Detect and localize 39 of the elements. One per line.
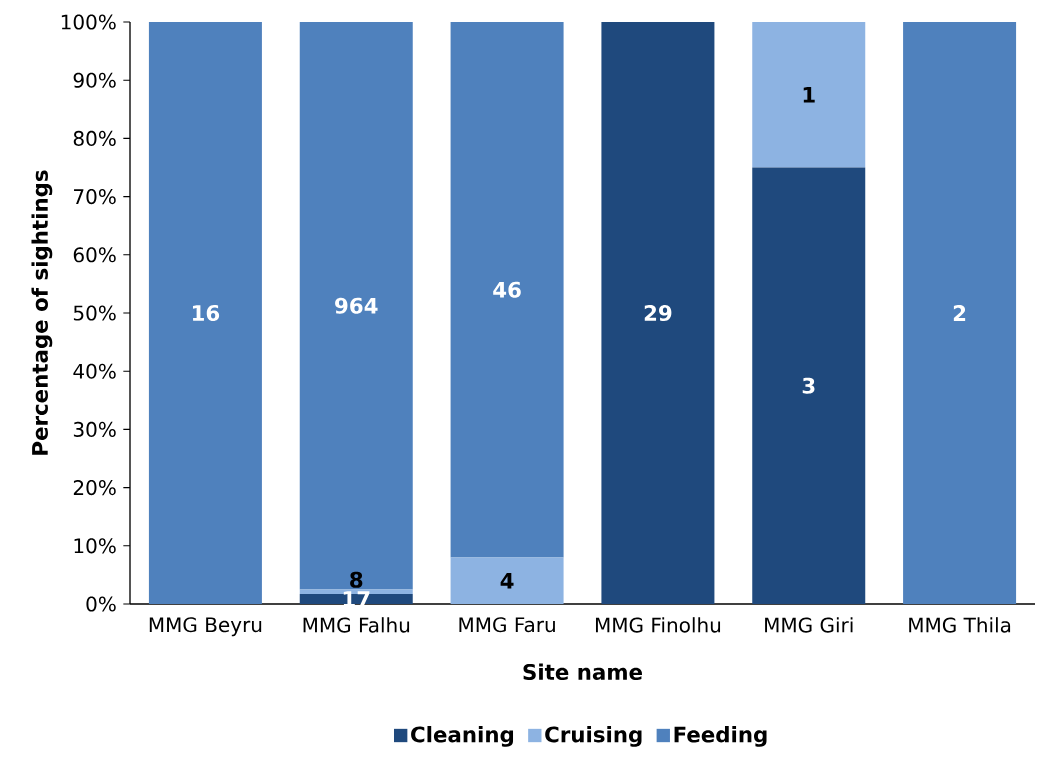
y-tick-label: 90% [73,72,116,88]
annotation: 46 [493,281,521,298]
x-tick-label: MMG Giri [765,617,853,633]
x-axis-title: Site name [523,663,642,681]
y-tick-label: 40% [73,363,116,379]
annotation: 16 [192,304,220,322]
legend-label: Cleaning [411,726,514,747]
y-tick-label: 20% [73,480,116,496]
bar [450,557,564,604]
legend-label: Cruising [545,726,642,747]
y-axis-title: Percentage of sightings [31,170,53,455]
y-tick-label: 50% [73,305,116,321]
y-tick-label: 30% [73,421,116,437]
legend-label: Feeding [674,726,767,747]
annotation: 1 [803,86,815,103]
bar [299,22,413,590]
bar [752,167,866,604]
x-tick-label: MMG Falhu [303,617,410,633]
bar [601,22,715,604]
bar [450,22,564,558]
y-tick-label: 100% [61,14,116,30]
x-tick-label: MMG Finolhu [595,617,721,633]
x-tick-label: MMG Beyru [149,617,262,637]
annotation: 4 [500,572,514,589]
annotation: 3 [802,377,815,394]
bar [148,22,262,604]
bar [752,22,866,168]
annotation: 8 [350,571,363,588]
y-tick-label: 0% [86,596,116,612]
x-tick-label: MMG Faru [459,617,555,633]
x-tick-label: MMG Thila [909,617,1011,633]
annotation: 964 [335,297,378,314]
bar [903,22,1017,604]
y-tick-label: 10% [74,538,116,554]
y-tick-label: 80% [73,130,116,146]
annotation: 29 [644,304,672,322]
y-tick-label: 70% [74,189,116,205]
annotation: 2 [953,305,966,321]
y-tick-label: 60% [73,247,116,263]
